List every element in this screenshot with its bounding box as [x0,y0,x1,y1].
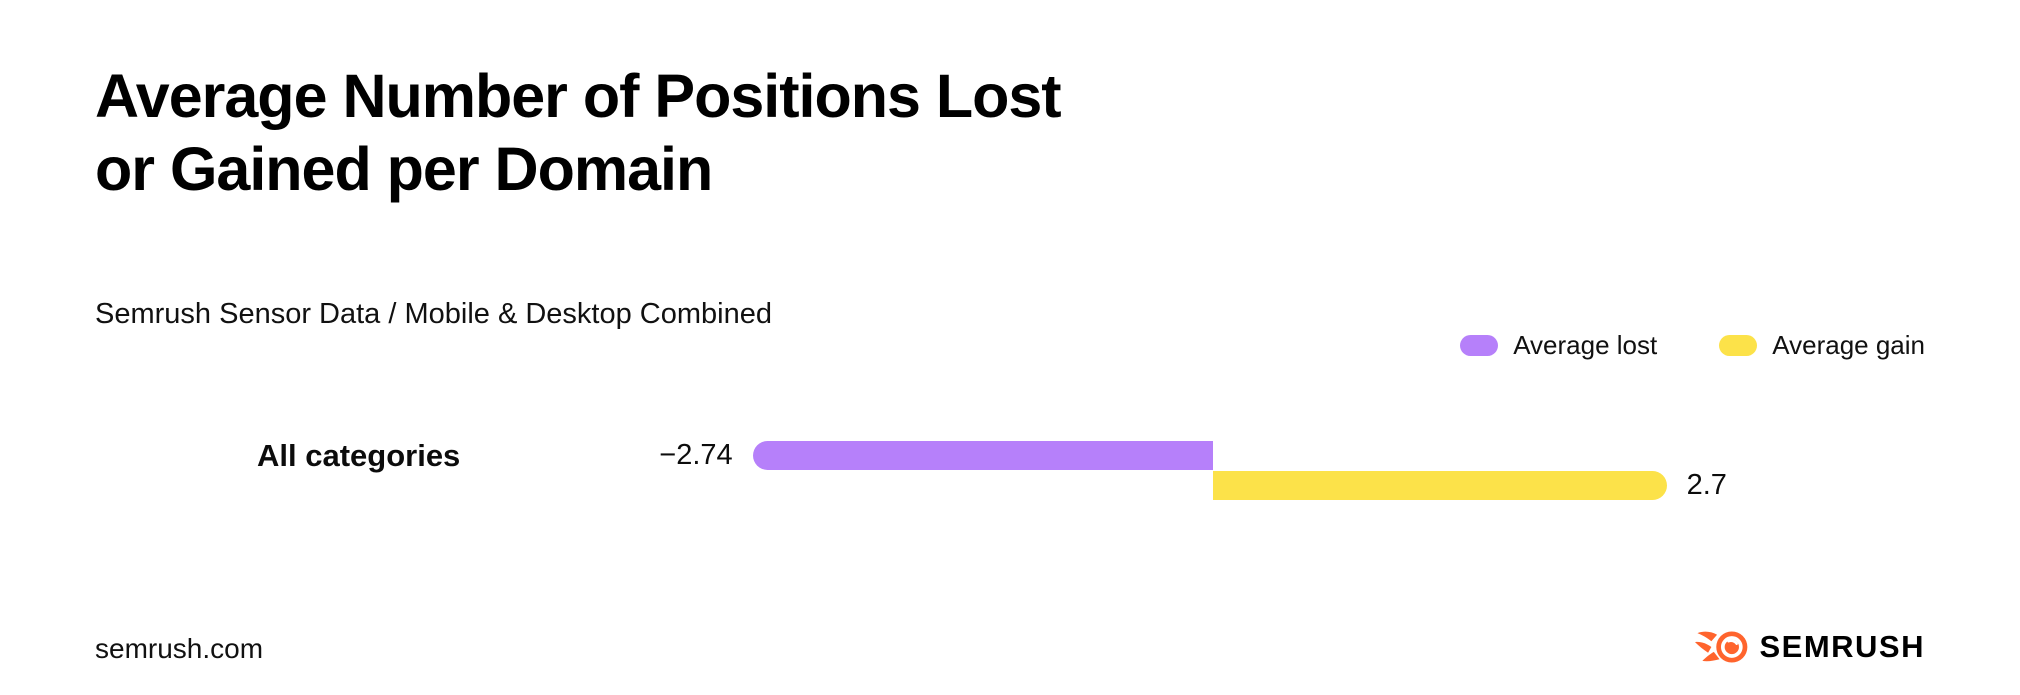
semrush-comet-icon [1695,627,1749,667]
brand-logo: SEMRUSH [1695,627,1925,667]
legend-item-average-lost: Average lost [1460,330,1657,361]
bar-average-lost [752,441,1213,470]
legend-swatch-lost [1460,335,1499,356]
page-title-line-2: or Gained per Domain [95,135,713,204]
page-subtitle: Semrush Sensor Data / Mobile & Desktop C… [95,298,772,330]
category-label: All categories [257,438,461,473]
legend-label-lost: Average lost [1513,330,1658,360]
legend-label-gain: Average gain [1772,330,1925,360]
legend: Average lost Average gain [1460,330,1925,361]
legend-swatch-gain [1719,335,1758,356]
value-label-lost: −2.74 [659,439,733,471]
footer-site-link: semrush.com [95,633,264,664]
page-title: Average Number of Positions Lost or Gain… [95,60,1062,206]
legend-item-average-gain: Average gain [1719,330,1925,361]
value-label-gain: 2.7 [1686,469,1727,501]
brand-wordmark: SEMRUSH [1759,629,1925,664]
page-title-line-1: Average Number of Positions Lost [95,62,1062,130]
bar-average-gain [1213,471,1667,500]
